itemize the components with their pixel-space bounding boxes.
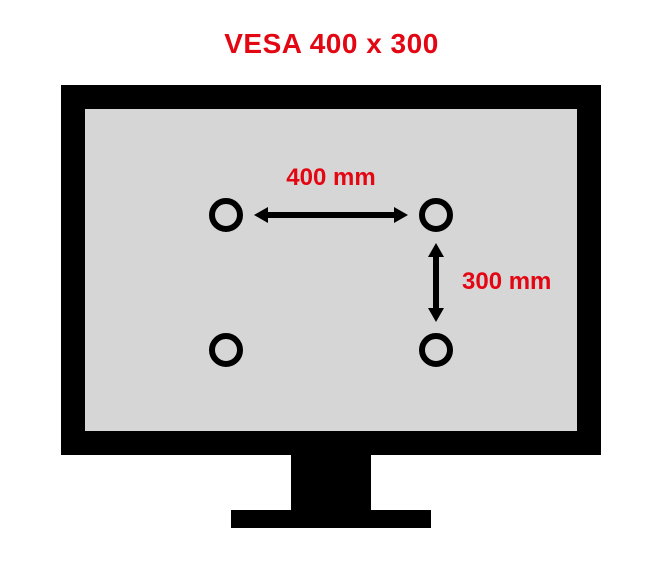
dimension-label-horizontal: 400 mm <box>226 164 436 192</box>
dimension-arrow-horizontal <box>234 195 428 235</box>
monitor-stand-neck <box>291 455 371 510</box>
vesa-diagram: VESA 400 x 300 400 mm 300 mm <box>0 0 663 575</box>
dimension-label-vertical: 300 mm <box>462 268 551 296</box>
monitor-stand-base <box>231 510 431 528</box>
dimension-arrow-vertical <box>416 223 456 342</box>
mount-hole-bottom-left <box>209 333 243 367</box>
diagram-title: VESA 400 x 300 <box>0 28 663 60</box>
